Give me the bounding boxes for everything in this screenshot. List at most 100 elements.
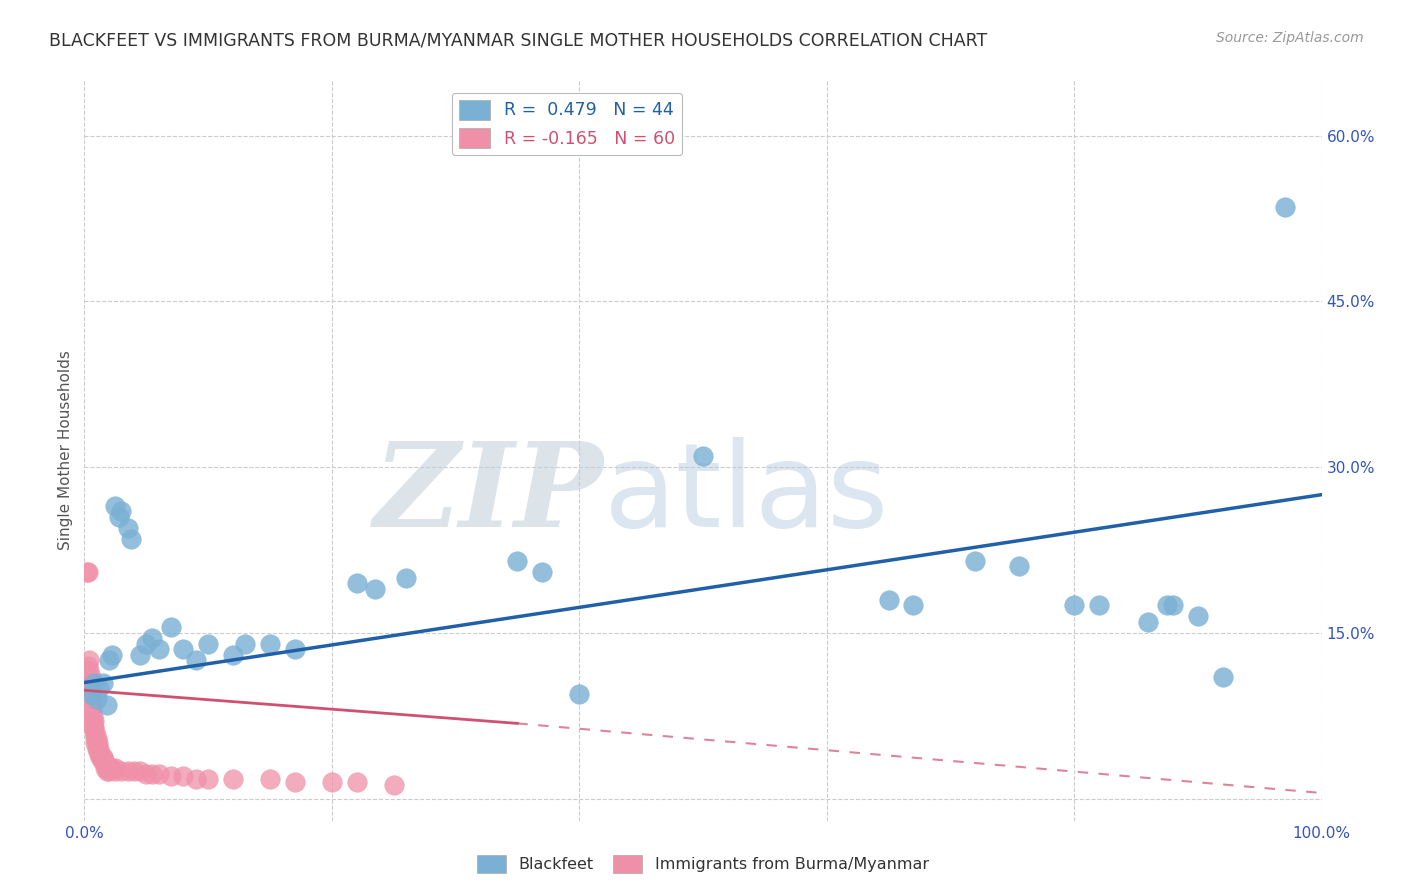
Point bbox=[141, 767, 163, 781]
Point bbox=[77, 659, 100, 673]
Point bbox=[84, 731, 107, 745]
Point bbox=[531, 565, 554, 579]
Point bbox=[1007, 559, 1029, 574]
Point bbox=[135, 767, 157, 781]
Point bbox=[96, 764, 118, 778]
Point bbox=[79, 670, 101, 684]
Point bbox=[172, 769, 194, 783]
Point bbox=[86, 741, 108, 756]
Point bbox=[84, 736, 107, 750]
Y-axis label: Single Mother Households: Single Mother Households bbox=[58, 351, 73, 550]
Point bbox=[117, 521, 139, 535]
Point bbox=[184, 772, 207, 786]
Point bbox=[96, 698, 118, 712]
Point bbox=[1187, 609, 1209, 624]
Text: Source: ZipAtlas.com: Source: ZipAtlas.com bbox=[1216, 31, 1364, 45]
Point bbox=[222, 648, 245, 662]
Point bbox=[91, 675, 114, 690]
Point bbox=[80, 703, 103, 717]
Point bbox=[1161, 598, 1184, 612]
Point bbox=[129, 648, 152, 662]
Point bbox=[1137, 615, 1160, 629]
Point bbox=[86, 692, 108, 706]
Point bbox=[172, 642, 194, 657]
Point bbox=[89, 749, 111, 764]
Text: atlas: atlas bbox=[605, 437, 890, 552]
Point bbox=[110, 504, 132, 518]
Point bbox=[1088, 598, 1111, 612]
Point bbox=[141, 632, 163, 646]
Point bbox=[82, 720, 104, 734]
Point bbox=[89, 741, 111, 756]
Point bbox=[77, 565, 100, 579]
Point bbox=[965, 554, 987, 568]
Point bbox=[90, 749, 112, 764]
Point bbox=[82, 714, 104, 729]
Point bbox=[87, 736, 110, 750]
Point bbox=[120, 532, 142, 546]
Point bbox=[135, 637, 157, 651]
Point bbox=[284, 642, 307, 657]
Point bbox=[79, 675, 101, 690]
Point bbox=[184, 653, 207, 667]
Point bbox=[1274, 200, 1296, 214]
Point bbox=[100, 648, 122, 662]
Point bbox=[108, 509, 131, 524]
Point bbox=[79, 665, 101, 679]
Point bbox=[692, 449, 714, 463]
Point bbox=[346, 775, 368, 789]
Point bbox=[364, 582, 387, 596]
Point bbox=[395, 570, 418, 584]
Point bbox=[506, 554, 529, 568]
Point bbox=[94, 761, 117, 775]
Point bbox=[568, 687, 591, 701]
Point bbox=[284, 775, 307, 789]
Point bbox=[83, 720, 105, 734]
Point bbox=[79, 681, 101, 695]
Point bbox=[110, 764, 132, 778]
Point bbox=[93, 753, 115, 767]
Point bbox=[96, 761, 118, 775]
Legend: Blackfeet, Immigrants from Burma/Myanmar: Blackfeet, Immigrants from Burma/Myanmar bbox=[471, 848, 935, 880]
Point bbox=[1063, 598, 1085, 612]
Point bbox=[233, 637, 256, 651]
Point bbox=[148, 767, 170, 781]
Point bbox=[86, 731, 108, 745]
Text: BLACKFEET VS IMMIGRANTS FROM BURMA/MYANMAR SINGLE MOTHER HOUSEHOLDS CORRELATION : BLACKFEET VS IMMIGRANTS FROM BURMA/MYANM… bbox=[49, 31, 987, 49]
Point bbox=[382, 778, 405, 792]
Point bbox=[160, 620, 183, 634]
Point bbox=[104, 761, 127, 775]
Point bbox=[89, 681, 111, 695]
Point bbox=[98, 764, 121, 778]
Point bbox=[83, 714, 105, 729]
Point bbox=[117, 764, 139, 778]
Point bbox=[197, 637, 219, 651]
Point bbox=[83, 725, 105, 739]
Point bbox=[321, 775, 343, 789]
Point bbox=[197, 772, 219, 786]
Point bbox=[91, 753, 114, 767]
Point bbox=[100, 761, 122, 775]
Point bbox=[79, 687, 101, 701]
Point bbox=[94, 756, 117, 771]
Point bbox=[80, 698, 103, 712]
Point bbox=[84, 725, 107, 739]
Point bbox=[129, 764, 152, 778]
Point bbox=[259, 637, 281, 651]
Point bbox=[1156, 598, 1178, 612]
Point bbox=[346, 576, 368, 591]
Point bbox=[87, 741, 110, 756]
Point bbox=[93, 756, 115, 771]
Point bbox=[98, 653, 121, 667]
Point bbox=[91, 749, 114, 764]
Point bbox=[82, 708, 104, 723]
Text: ZIP: ZIP bbox=[374, 437, 605, 552]
Point bbox=[80, 692, 103, 706]
Point bbox=[259, 772, 281, 786]
Point bbox=[79, 653, 101, 667]
Point bbox=[1212, 670, 1234, 684]
Point bbox=[89, 747, 111, 762]
Point bbox=[160, 769, 183, 783]
Point bbox=[90, 753, 112, 767]
Point bbox=[89, 747, 111, 762]
